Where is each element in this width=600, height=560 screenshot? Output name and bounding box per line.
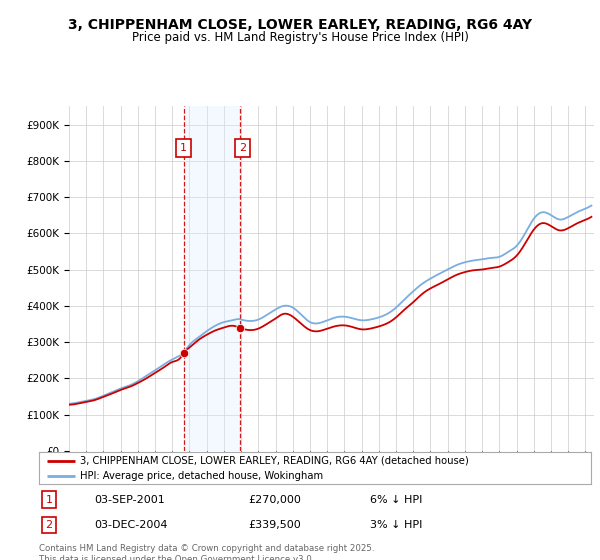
- Text: Price paid vs. HM Land Registry's House Price Index (HPI): Price paid vs. HM Land Registry's House …: [131, 31, 469, 44]
- Text: 3, CHIPPENHAM CLOSE, LOWER EARLEY, READING, RG6 4AY: 3, CHIPPENHAM CLOSE, LOWER EARLEY, READI…: [68, 18, 532, 32]
- Text: 3% ↓ HPI: 3% ↓ HPI: [370, 520, 422, 530]
- Text: 1: 1: [180, 143, 187, 153]
- Text: 6% ↓ HPI: 6% ↓ HPI: [370, 494, 422, 505]
- Text: 03-DEC-2004: 03-DEC-2004: [94, 520, 168, 530]
- Text: HPI: Average price, detached house, Wokingham: HPI: Average price, detached house, Woki…: [80, 470, 323, 480]
- Text: Contains HM Land Registry data © Crown copyright and database right 2025.
This d: Contains HM Land Registry data © Crown c…: [39, 544, 374, 560]
- Text: £339,500: £339,500: [249, 520, 302, 530]
- Bar: [184, 106, 240, 451]
- Text: 1: 1: [46, 494, 52, 505]
- Text: 03-SEP-2001: 03-SEP-2001: [94, 494, 165, 505]
- Text: £270,000: £270,000: [249, 494, 302, 505]
- Text: 3, CHIPPENHAM CLOSE, LOWER EARLEY, READING, RG6 4AY (detached house): 3, CHIPPENHAM CLOSE, LOWER EARLEY, READI…: [80, 456, 469, 466]
- Text: 2: 2: [46, 520, 52, 530]
- Text: 2: 2: [239, 143, 246, 153]
